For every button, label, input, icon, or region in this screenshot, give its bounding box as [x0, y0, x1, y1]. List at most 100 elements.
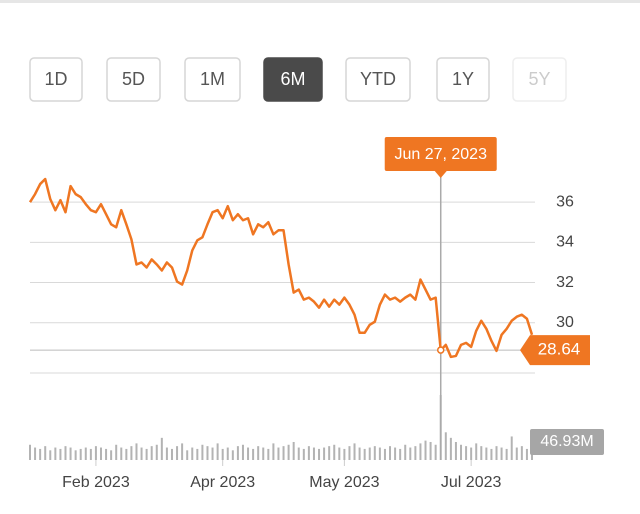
volume-bar — [145, 448, 148, 460]
volume-bar — [247, 447, 250, 460]
volume-bar — [429, 441, 432, 460]
tooltip-date: Jun 27, 2023 — [394, 146, 487, 163]
range-button-label[interactable]: 1Y — [452, 69, 474, 89]
volume-bar — [348, 446, 351, 460]
volume-bar — [196, 448, 199, 460]
x-tick-label: Jul 2023 — [441, 474, 502, 491]
volume-bar — [272, 443, 275, 460]
volume-bar — [110, 450, 113, 460]
volume-bar — [206, 446, 209, 460]
volume-bar — [312, 447, 315, 460]
volume-bar — [94, 446, 97, 460]
volume-bar — [241, 444, 244, 460]
volume-bar — [135, 443, 138, 460]
volume-bar — [191, 447, 194, 460]
volume-bar — [140, 447, 143, 460]
volume-bar — [130, 446, 133, 460]
range-button-label[interactable]: 6M — [280, 69, 305, 89]
range-button[interactable] — [345, 57, 411, 102]
volume-bar — [150, 446, 153, 460]
volume-bar — [39, 448, 42, 460]
volume-bar — [307, 446, 310, 460]
volume-bar — [257, 446, 260, 460]
range-button-label[interactable]: YTD — [360, 69, 396, 89]
volume-bar — [181, 443, 184, 460]
volume-bar — [186, 450, 189, 460]
volume-bar — [64, 446, 67, 460]
volume-bar — [510, 436, 513, 460]
x-tick-label: Feb 2023 — [62, 474, 130, 491]
volume-label-box — [530, 429, 604, 455]
range-button-label[interactable]: 5D — [122, 69, 145, 89]
volume-bar — [409, 447, 412, 460]
volume-bar — [120, 447, 123, 460]
volume-bar — [470, 447, 473, 460]
volume-bar — [424, 440, 427, 460]
volume-bar — [160, 437, 163, 460]
volume-bar — [389, 446, 392, 460]
range-button[interactable] — [436, 57, 490, 102]
volume-bar — [252, 448, 255, 460]
volume-bar — [277, 447, 280, 460]
volume-bar — [99, 447, 102, 460]
range-button[interactable] — [184, 57, 241, 102]
x-tick-label: Apr 2023 — [190, 474, 255, 491]
volume-bar — [54, 447, 57, 460]
volume-bar — [419, 443, 422, 460]
range-button[interactable] — [106, 57, 161, 102]
range-button[interactable] — [263, 57, 323, 102]
volume-bar — [323, 447, 326, 460]
volume-bar — [465, 446, 468, 460]
y-tick-label: 32 — [556, 274, 574, 291]
y-tick-label: 30 — [556, 314, 574, 331]
volume-bar — [500, 447, 503, 460]
volume-bar — [515, 447, 518, 460]
volume-bar — [525, 448, 528, 460]
volume-bar — [373, 446, 376, 460]
range-button[interactable] — [29, 57, 83, 102]
range-button-label[interactable]: 5Y — [528, 69, 550, 89]
volume-bar — [328, 446, 331, 460]
volume-bar — [155, 444, 158, 460]
volume-bar — [485, 447, 488, 460]
volume-bar — [105, 448, 108, 460]
volume-bar — [211, 447, 214, 460]
tooltip-value: 28.64 — [538, 340, 581, 359]
volume-bar — [201, 444, 204, 460]
volume-bar — [221, 448, 224, 460]
volume-bar — [282, 446, 285, 460]
volume-bar — [343, 448, 346, 460]
volume-max-label: 46.93M — [540, 433, 593, 450]
volume-bar — [444, 432, 447, 460]
volume-bar — [333, 444, 336, 460]
volume-bar — [449, 437, 452, 460]
volume-bar — [176, 446, 179, 460]
volume-bar — [399, 448, 402, 460]
volume-bar — [287, 444, 290, 460]
range-button-label[interactable]: 1D — [44, 69, 67, 89]
volume-bar — [358, 447, 361, 460]
volume-bar — [454, 441, 457, 460]
range-button-label[interactable]: 1M — [200, 69, 225, 89]
volume-bar — [262, 447, 265, 460]
volume-bar — [59, 448, 62, 460]
volume-bar — [363, 448, 366, 460]
volume-bar — [368, 447, 371, 460]
price-line — [28, 177, 534, 359]
volume-bar — [490, 448, 493, 460]
top-strip — [0, 0, 640, 3]
volume-bar — [378, 447, 381, 460]
volume-bar — [475, 443, 478, 460]
volume-bar — [226, 447, 229, 460]
range-button[interactable] — [512, 57, 567, 102]
tooltip-box — [384, 137, 497, 171]
volume-bar — [460, 444, 463, 460]
volume-bar — [292, 441, 295, 460]
volume-bar — [267, 448, 270, 460]
volume-bar — [394, 447, 397, 460]
volume-bar — [49, 450, 52, 460]
volume-bar — [318, 448, 321, 460]
volume-bar — [297, 447, 300, 460]
